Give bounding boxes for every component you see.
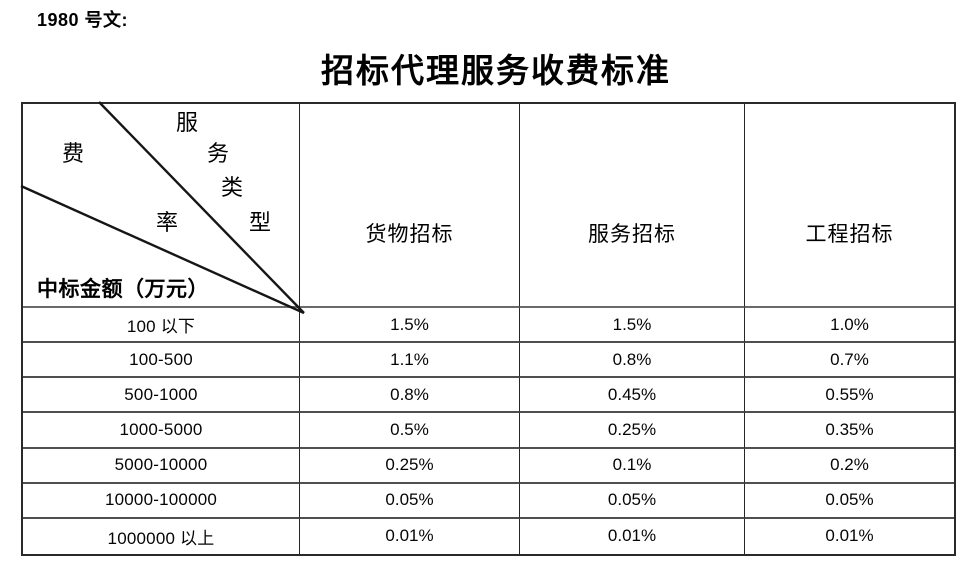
rate-cell: 0.01%: [520, 518, 745, 554]
row-range-cell: 100 以下: [23, 308, 300, 344]
rate-cell: 1.1%: [300, 343, 520, 379]
service-type-char-4: 型: [249, 210, 272, 235]
service-type-char-2: 务: [207, 141, 230, 166]
row-range-cell: 500-1000: [23, 378, 300, 414]
corner-header-cell: 服 务 类 型 费 率 中标金额（万元）: [20, 101, 305, 315]
bid-amount-axis-label: 中标金额（万元）: [37, 277, 209, 301]
fee-standard-table: 服 务 类 型 费 率 中标金额（万元） 货物招标 服务招标 工程招标 100 …: [20, 101, 956, 556]
fee-rate-char-1: 费: [62, 141, 85, 166]
rate-cell: 0.25%: [300, 448, 520, 484]
fee-rate-char-2: 率: [156, 210, 179, 235]
row-range-cell: 100-500: [23, 343, 300, 379]
rate-cell: 0.35%: [745, 413, 954, 449]
rate-cell: 0.8%: [520, 343, 745, 379]
rate-cell: 0.55%: [745, 378, 954, 414]
rate-cell: 0.1%: [520, 448, 745, 484]
row-range-cell: 1000000 以上: [23, 518, 300, 554]
diagonal-divider-lines: [20, 101, 305, 315]
rate-cell: 0.05%: [520, 483, 745, 519]
row-range-cell: 10000-100000: [23, 483, 300, 519]
rate-cell: 0.2%: [745, 449, 954, 484]
column-header-goods-bidding: 货物招标: [300, 104, 520, 308]
column-header-service-bidding: 服务招标: [520, 104, 745, 308]
rate-cell: 0.05%: [745, 484, 954, 519]
column-header-works-bidding: 工程招标: [745, 104, 954, 308]
service-type-char-3: 类: [221, 175, 244, 200]
rate-cell: 0.25%: [520, 413, 745, 449]
rate-cell: 0.45%: [520, 378, 745, 414]
row-range-cell: 5000-10000: [23, 448, 300, 484]
doc-number-label: 1980 号文:: [37, 10, 129, 30]
page-title: 招标代理服务收费标准: [321, 54, 671, 90]
rate-cell: 0.05%: [300, 483, 520, 519]
rate-cell: 1.5%: [520, 308, 745, 344]
rate-cell: 0.5%: [300, 413, 520, 449]
rate-cell: 0.01%: [825, 526, 874, 546]
rate-cell: 1.5%: [300, 308, 520, 344]
rate-cell: 0.8%: [300, 378, 520, 414]
rate-cell: 0.01%: [300, 518, 520, 554]
row-range-cell: 1000-5000: [23, 413, 300, 449]
rate-cell: 1.0%: [745, 308, 954, 344]
rate-cell: 0.7%: [745, 343, 954, 379]
service-type-char-1: 服: [176, 110, 199, 135]
